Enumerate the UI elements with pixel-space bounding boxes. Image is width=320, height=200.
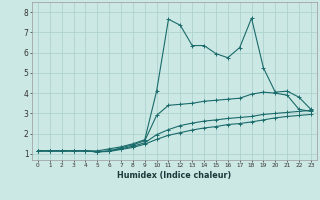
X-axis label: Humidex (Indice chaleur): Humidex (Indice chaleur) [117,171,232,180]
